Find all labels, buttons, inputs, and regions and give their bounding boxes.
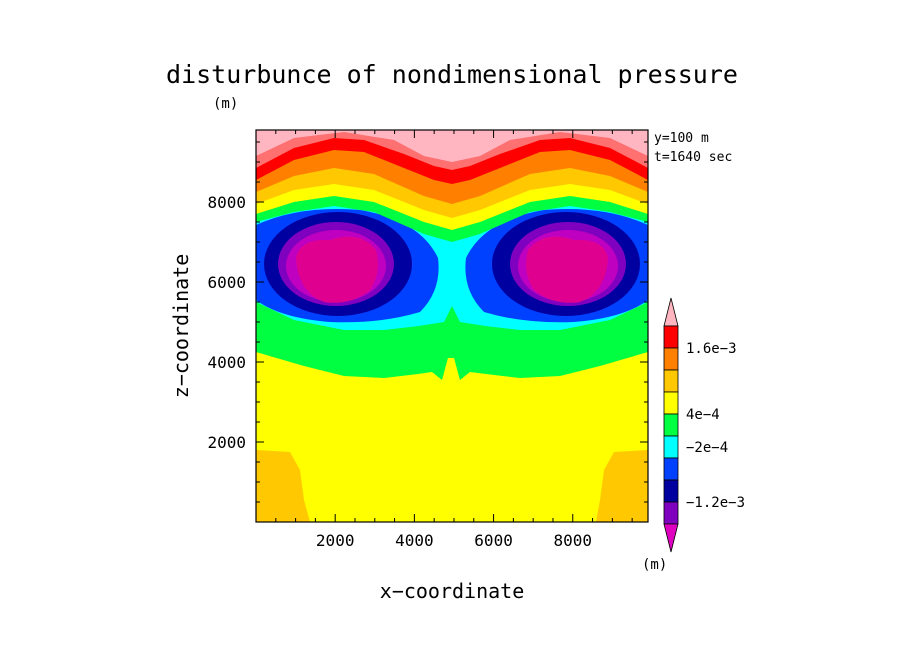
x-tick-labels: 2000 4000 6000 8000 [316, 531, 592, 550]
y-tick-label: 4000 [207, 353, 246, 372]
colorbar-segment [663, 325, 679, 349]
x-tick-label: 4000 [395, 531, 434, 550]
y-axis-label: z−coordinate [169, 254, 193, 399]
colorbar-segment [663, 413, 679, 437]
tick-marks [256, 130, 648, 522]
units-top-label: (m) [213, 96, 238, 112]
colorbar-segment [663, 369, 679, 393]
contour-field [256, 130, 648, 522]
colorbar-segment [663, 347, 679, 371]
contour-lower-left [256, 450, 310, 522]
colorbar-bottom-arrow [663, 523, 679, 553]
info-y-value: y=100 m [654, 131, 709, 146]
x-tick-label: 6000 [474, 531, 513, 550]
y-tick-labels: 2000 4000 6000 8000 [207, 193, 246, 452]
colorbar [663, 297, 679, 553]
colorbar-level-label: 4e−4 [686, 407, 720, 423]
colorbar-segment [663, 479, 679, 503]
colorbar-segment [663, 391, 679, 415]
colorbar-level-label: −2e−4 [686, 440, 728, 456]
contour-core-left [296, 236, 378, 303]
x-axis-label: x−coordinate [380, 579, 525, 603]
colorbar-top-arrow [663, 297, 679, 327]
x-tick-label: 8000 [554, 531, 593, 550]
y-tick-label: 2000 [207, 433, 246, 452]
colorbar-segment [663, 435, 679, 459]
info-time-value: t=1640 sec [654, 150, 732, 165]
contour-core-right [526, 236, 608, 303]
colorbar-level-label: −1.2e−3 [686, 495, 745, 511]
colorbar-segment [663, 501, 679, 525]
contour-upper-pink [256, 130, 648, 162]
y-tick-label: 6000 [207, 273, 246, 292]
x-tick-label: 2000 [316, 531, 355, 550]
colorbar-segment [663, 457, 679, 481]
chart-title: disturbunce of nondimensional pressure [166, 60, 738, 89]
plot-frame [255, 129, 649, 523]
y-tick-label: 8000 [207, 193, 246, 212]
contour-lower-right [596, 450, 648, 522]
colorbar-labels: 1.6e−3 4e−4 −2e−4 −1.2e−3 [686, 341, 745, 511]
colorbar-level-label: 1.6e−3 [686, 341, 737, 357]
colorbar-units-label: (m) [642, 557, 667, 573]
